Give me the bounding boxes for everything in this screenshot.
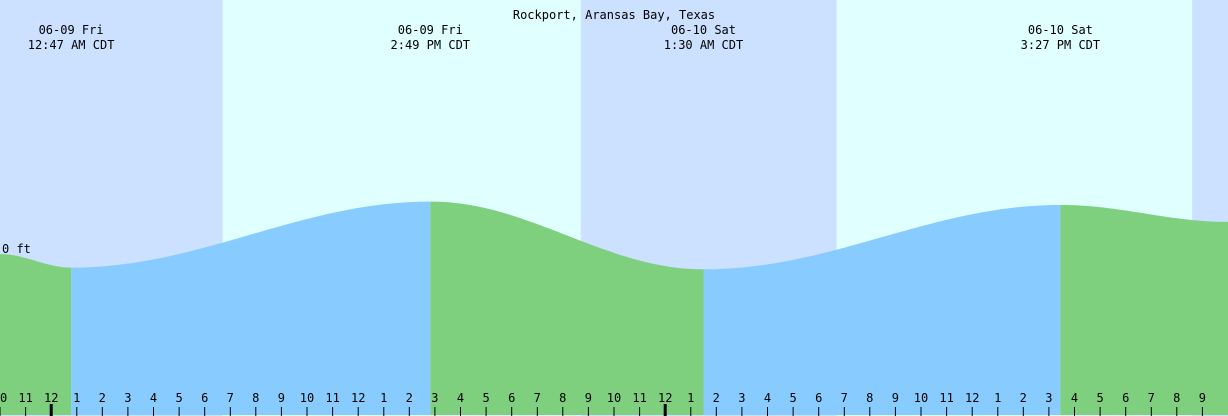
falling-tide-area [1060, 205, 1228, 415]
hour-tick-label: 12 [965, 391, 979, 405]
hour-tick-label: 6 [201, 391, 208, 405]
tide-water-areas [0, 201, 1228, 415]
hour-tick-label: 6 [815, 391, 822, 405]
hour-tick-label: 7 [841, 391, 848, 405]
hour-tick-label: 7 [227, 391, 234, 405]
zero-ft-label: 0 ft [2, 242, 31, 256]
hour-tick-label: 7 [534, 391, 541, 405]
hour-tick-label: 8 [866, 391, 873, 405]
hour-tick-label: 2 [713, 391, 720, 405]
hour-tick-label: 2 [1020, 391, 1027, 405]
hour-tick-label: 8 [1173, 391, 1180, 405]
hour-tick-label: 3 [1045, 391, 1052, 405]
extreme-time-label: 1:30 AM CDT [664, 38, 743, 52]
hour-tick-label: 1 [994, 391, 1001, 405]
hour-tick-label: 12 [658, 391, 672, 405]
hour-tick-label: 9 [892, 391, 899, 405]
hour-tick-label: 10 [914, 391, 928, 405]
hour-tick-label: 2 [406, 391, 413, 405]
hour-tick-label: 3 [738, 391, 745, 405]
hour-axis: 1011121234567891011121234567891011121234… [0, 391, 1206, 416]
hour-tick-label: 9 [1199, 391, 1206, 405]
hour-tick-label: 11 [939, 391, 953, 405]
hour-tick-label: 12 [351, 391, 365, 405]
extreme-date-label: 06-09 Fri [39, 23, 104, 37]
extreme-time-label: 12:47 AM CDT [28, 38, 115, 52]
hour-tick-label: 6 [1122, 391, 1129, 405]
rising-tide-area [71, 201, 431, 415]
falling-tide-area [0, 254, 72, 415]
hour-tick-label: 9 [278, 391, 285, 405]
hour-tick-label: 12 [44, 391, 58, 405]
hour-tick-label: 7 [1148, 391, 1155, 405]
rising-tide-area [703, 205, 1061, 415]
hour-tick-label: 6 [508, 391, 515, 405]
extreme-date-label: 06-10 Sat [671, 23, 736, 37]
hour-tick-label: 10 [607, 391, 621, 405]
hour-tick-label: 10 [300, 391, 314, 405]
falling-tide-area [430, 201, 704, 415]
hour-tick-label: 4 [1071, 391, 1078, 405]
hour-tick-label: 1 [73, 391, 80, 405]
extreme-date-label: 06-09 Fri [398, 23, 463, 37]
hour-tick-label: 11 [325, 391, 339, 405]
chart-title: Rockport, Aransas Bay, Texas [513, 8, 715, 22]
hour-tick-label: 1 [380, 391, 387, 405]
hour-tick-label: 5 [175, 391, 182, 405]
extreme-time-label: 2:49 PM CDT [391, 38, 470, 52]
hour-tick-label: 5 [482, 391, 489, 405]
hour-tick-label: 5 [789, 391, 796, 405]
extreme-date-label: 06-10 Sat [1028, 23, 1093, 37]
hour-tick-label: 3 [124, 391, 131, 405]
extreme-time-label: 3:27 PM CDT [1021, 38, 1100, 52]
hour-tick-label: 4 [150, 391, 157, 405]
hour-tick-label: 5 [1096, 391, 1103, 405]
hour-tick-label: 11 [18, 391, 32, 405]
hour-tick-label: 4 [457, 391, 464, 405]
hour-tick-label: 3 [431, 391, 438, 405]
hour-tick-label: 10 [0, 391, 7, 405]
hour-tick-label: 2 [99, 391, 106, 405]
hour-tick-label: 9 [585, 391, 592, 405]
hour-tick-label: 8 [559, 391, 566, 405]
hour-tick-label: 11 [632, 391, 646, 405]
hour-tick-label: 8 [252, 391, 259, 405]
hour-tick-label: 1 [687, 391, 694, 405]
hour-tick-label: 4 [764, 391, 771, 405]
